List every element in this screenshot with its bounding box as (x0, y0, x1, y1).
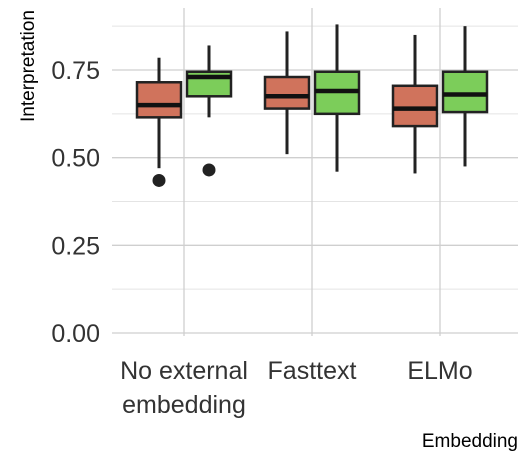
x-axis-title: Embedding (422, 431, 518, 452)
y-tick-label: 0.25 (51, 232, 100, 260)
x-tick-label-line2: embedding (122, 391, 246, 419)
y-tick-label: 0.75 (51, 57, 100, 85)
box-rect (441, 70, 489, 114)
outlier-point (152, 173, 166, 187)
box-group (441, 26, 489, 167)
box-group (313, 24, 361, 172)
y-axis-title: Interpretation (18, 10, 39, 122)
outlier-point (202, 163, 216, 177)
box-layer (135, 24, 489, 187)
box-rect (135, 81, 183, 119)
box-group (185, 45, 233, 177)
box-group (263, 31, 311, 155)
x-tick-labels: No external embedding Fasttext ELMo (120, 357, 473, 419)
x-tick-label: No external (120, 357, 248, 385)
x-tick-label: Fasttext (268, 357, 357, 385)
y-tick-label: 0.00 (51, 320, 100, 348)
grid-lines (112, 8, 518, 336)
box-group (391, 34, 439, 174)
y-tick-labels: 0.00 0.25 0.50 0.75 (51, 57, 100, 348)
y-tick-label: 0.50 (51, 145, 100, 173)
box-rect (263, 75, 311, 110)
box-rect (391, 84, 439, 128)
x-tick-label: ELMo (407, 357, 472, 385)
box-group (135, 57, 183, 187)
